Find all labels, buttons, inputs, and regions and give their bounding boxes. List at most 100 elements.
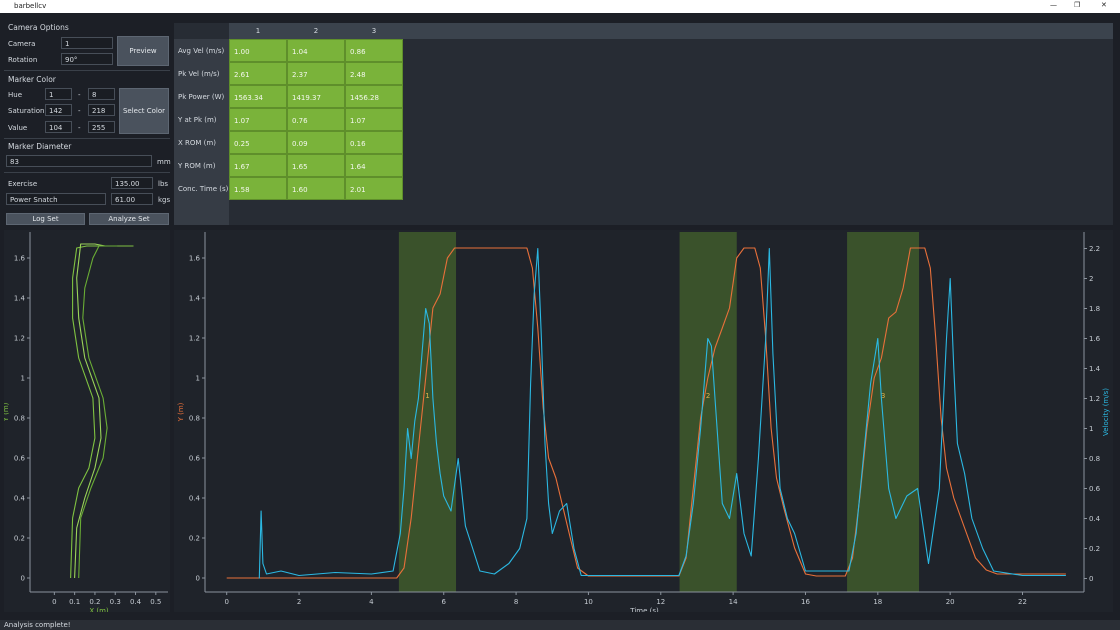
exercise-select[interactable]: Power Snatch (6, 193, 106, 205)
y-tick-label: 1 (21, 375, 25, 383)
table-cell: 1.67 (229, 154, 287, 177)
rep-label: 1 (425, 392, 429, 400)
x-tick-label: 14 (729, 598, 738, 606)
table-cell: 1.07 (229, 108, 287, 131)
control-panel: Camera Options Camera 1 Rotation 90° Pre… (0, 14, 172, 228)
maximize-button[interactable]: ❐ (1074, 1, 1081, 9)
y-tick-label: 0.4 (189, 495, 201, 503)
y-tick-label: 1.2 (14, 335, 25, 343)
x-tick-label: 12 (656, 598, 665, 606)
x-tick-label: 22 (1018, 598, 1027, 606)
time-chart: 1 2 30 2 4 6 8 10 12 14 16 18 20 2200.20.40.60.811.21… (174, 230, 1113, 612)
field-label: Value (8, 124, 28, 132)
rotation-select[interactable]: 90° (61, 53, 113, 65)
weight-kgs-input[interactable]: 61.00 (111, 193, 153, 205)
title-bar: barbellcv — ❐ ✕ (0, 0, 1120, 13)
y2-tick-label: 0 (1089, 575, 1093, 583)
y2-axis-label: Velocity (m/s) (1102, 388, 1110, 436)
y2-tick-label: 0.8 (1089, 455, 1100, 463)
y-tick-label: 0.2 (14, 535, 25, 543)
field-label: Exercise (8, 180, 38, 188)
y2-tick-label: 1.2 (1089, 395, 1100, 403)
table-cell: 0.76 (287, 108, 345, 131)
preview-button[interactable]: Preview (117, 36, 169, 66)
row-header-bg (174, 39, 229, 225)
hue-min[interactable]: 1 (45, 88, 72, 100)
rep-label: 2 (706, 392, 710, 400)
column-header: 1 (255, 27, 261, 35)
rep-region (398, 232, 457, 592)
val-min[interactable]: 104 (45, 121, 72, 133)
y2-tick-label: 0.2 (1089, 545, 1100, 553)
x-tick-label: 0.2 (89, 598, 100, 606)
window-title: barbellcv (14, 2, 47, 10)
y-tick-label: 0 (196, 575, 200, 583)
val-max[interactable]: 255 (88, 121, 115, 133)
x-tick-label: 0.3 (110, 598, 121, 606)
y-tick-label: 0.4 (14, 495, 26, 503)
row-header: Pk Vel (m/s) (178, 70, 220, 78)
range-separator: - (78, 107, 81, 115)
table-cell: 1.04 (287, 39, 345, 62)
field-label: Camera (8, 40, 36, 48)
x-tick-label: 0.5 (150, 598, 161, 606)
y-tick-label: 0.8 (189, 415, 200, 423)
sat-min[interactable]: 142 (45, 104, 72, 116)
x-tick-label: 2 (297, 598, 301, 606)
row-header: Y ROM (m) (178, 162, 216, 170)
y-tick-label: 1.4 (14, 295, 26, 303)
log-set-button[interactable]: Log Set (6, 213, 85, 225)
column-header: 3 (371, 27, 377, 35)
y-tick-label: 1.6 (189, 255, 201, 263)
section-title: Marker Color (8, 75, 56, 84)
section-title: Marker Diameter (8, 142, 72, 151)
x-tick-label: 0.1 (69, 598, 80, 606)
camera-select[interactable]: 1 (61, 37, 113, 49)
close-button[interactable]: ✕ (1101, 1, 1107, 9)
row-header: Avg Vel (m/s) (178, 47, 225, 55)
y2-tick-label: 2.2 (1089, 245, 1100, 253)
results-table: 1 2 3 Avg Vel (m/s) 1.00 1.04 0.86 Pk Vel (m/s)… (174, 23, 1113, 225)
section-title: Camera Options (8, 23, 69, 32)
y2-tick-label: 1 (1089, 425, 1093, 433)
table-cell: 1.07 (345, 108, 403, 131)
table-cell: 2.37 (287, 62, 345, 85)
table-cell: 1.60 (287, 177, 345, 200)
select-color-button[interactable]: Select Color (119, 88, 169, 134)
row-header: Y at Pk (m) (178, 116, 217, 124)
x-axis-label: X (m) (89, 607, 109, 612)
table-cell: 1.64 (345, 154, 403, 177)
minimize-button[interactable]: — (1050, 1, 1057, 9)
series-line (78, 245, 118, 579)
table-cell: 0.86 (345, 39, 403, 62)
table-cell: 1563.34 (229, 85, 287, 108)
analyze-set-button[interactable]: Analyze Set (89, 213, 169, 225)
row-header: Conc. Time (s) (178, 185, 229, 193)
series-line (226, 247, 1066, 579)
hue-max[interactable]: 8 (88, 88, 115, 100)
y-tick-label: 0.6 (14, 455, 26, 463)
field-label: Hue (8, 91, 23, 99)
x-tick-label: 8 (514, 598, 518, 606)
x-tick-label: 18 (873, 598, 882, 606)
weight-lbs-input[interactable]: 135.00 (111, 177, 153, 189)
table-cell: 1.00 (229, 39, 287, 62)
y2-tick-label: 0.6 (1089, 485, 1101, 493)
y2-tick-label: 1.6 (1089, 335, 1101, 343)
unit-label: kgs (158, 196, 171, 204)
y2-tick-label: 2 (1089, 275, 1093, 283)
sat-max[interactable]: 218 (88, 104, 115, 116)
diameter-input[interactable]: 83 (6, 155, 152, 167)
table-cell: 1.58 (229, 177, 287, 200)
unit-label: mm (157, 158, 171, 166)
y-tick-label: 1.6 (14, 255, 26, 263)
table-cell: 1.65 (287, 154, 345, 177)
table-header-bg (229, 23, 1113, 39)
y2-tick-label: 1.8 (1089, 305, 1100, 313)
y-tick-label: 1 (196, 375, 200, 383)
series-line (258, 247, 1066, 579)
y2-tick-label: 1.4 (1089, 365, 1101, 373)
series-line (74, 243, 106, 579)
y-tick-label: 1.2 (189, 335, 200, 343)
